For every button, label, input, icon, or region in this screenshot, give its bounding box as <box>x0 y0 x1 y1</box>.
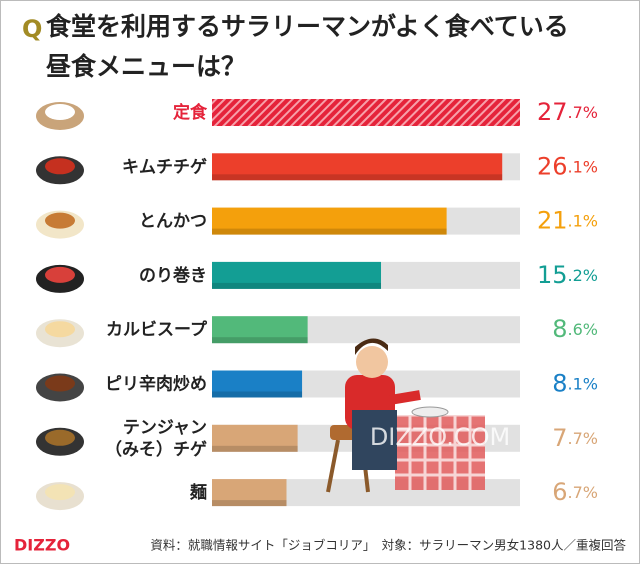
category-label: とんかつ <box>139 212 207 232</box>
bar <box>212 316 308 344</box>
value-label: 15.2% <box>537 261 598 289</box>
category-label: テンジャン（みそ）チゲ <box>105 418 207 460</box>
icon-food <box>45 104 75 120</box>
bar <box>212 479 287 507</box>
value-label: 8.1% <box>552 370 598 398</box>
icon-food <box>45 375 75 392</box>
value-label: 26.1% <box>537 152 598 180</box>
chart-title: 食堂を利用するサラリーマンがよく食べている <box>46 12 569 41</box>
chart-subtitle: 昼食メニューは？ <box>46 52 246 81</box>
value-label: 8.6% <box>552 315 598 343</box>
bar <box>212 207 447 235</box>
category-label: キムチチゲ <box>122 156 207 177</box>
bar <box>212 153 503 181</box>
source-note: 資料：就職情報サイト「ジョブコリア」 対象：サラリーマン男女1380人／重複回答 <box>150 538 626 553</box>
icon-food <box>45 266 75 283</box>
icon-food <box>45 321 75 338</box>
illustration <box>326 338 485 493</box>
bar <box>212 370 303 398</box>
value-label: 27.7% <box>537 98 598 126</box>
category-label: カルビスープ <box>106 319 208 340</box>
category-label: 定食 <box>173 102 208 123</box>
category-label: ピリ辛肉炒め <box>105 374 207 395</box>
bar-shade <box>212 500 287 507</box>
logo: DIZZO <box>14 536 70 555</box>
title-marker: Q <box>22 15 42 43</box>
bar-shade <box>212 282 382 289</box>
bar-shade <box>212 337 308 344</box>
bar-shade <box>212 391 303 398</box>
icon-food <box>45 158 75 175</box>
bar <box>212 99 520 126</box>
bar-shade <box>212 445 298 452</box>
bar <box>212 424 298 452</box>
food-icons <box>36 102 84 511</box>
category-label: 麺 <box>189 483 207 503</box>
value-label: 6.7% <box>552 478 598 506</box>
icon-food <box>45 212 75 229</box>
watermark: DIZZO.COM <box>370 423 510 451</box>
icon-food <box>45 429 75 446</box>
category-label: のり巻き <box>139 265 207 286</box>
icon-food <box>45 484 75 501</box>
value-label: 7.7% <box>552 424 598 452</box>
bar-shade <box>212 174 503 181</box>
bar <box>212 261 382 289</box>
value-label: 21.1% <box>537 207 598 235</box>
bar-shade <box>212 228 447 235</box>
